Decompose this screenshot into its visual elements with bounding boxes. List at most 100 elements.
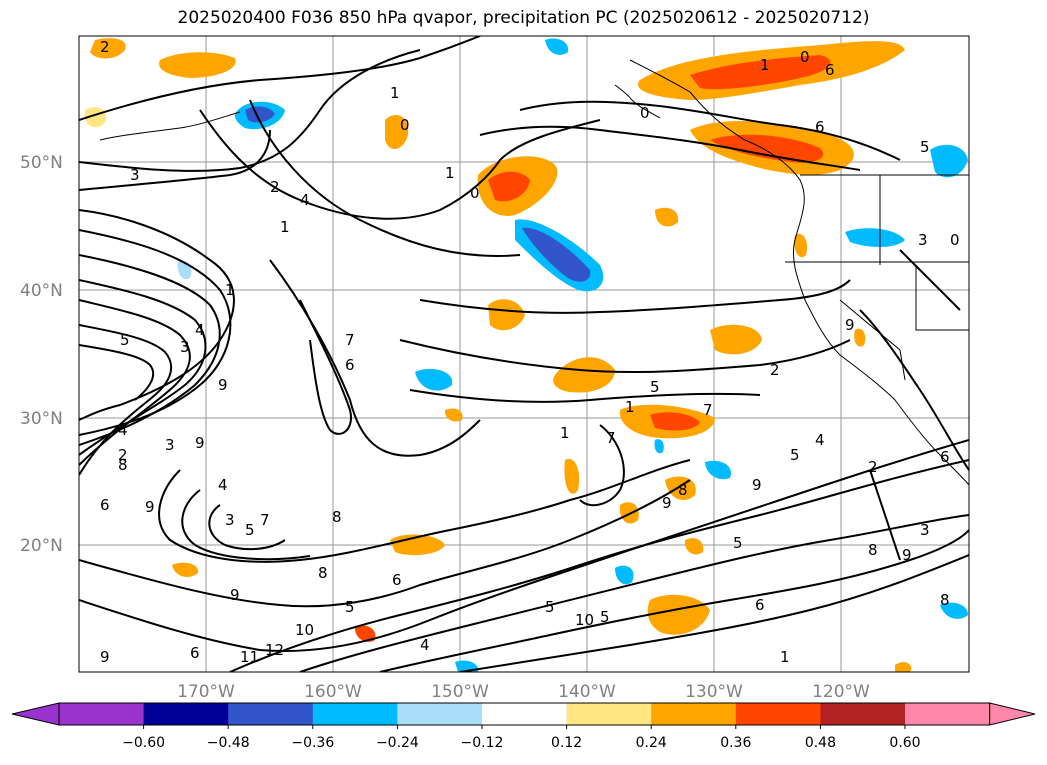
precip-blob [355, 625, 376, 642]
lon-label: 150°W [431, 682, 489, 702]
contour-label: 6 [940, 448, 950, 466]
colorbar-segment [482, 703, 568, 725]
precip-blob [488, 171, 530, 202]
precip-blob [488, 299, 525, 331]
precip-blob [385, 115, 409, 150]
lon-label: 120°W [812, 682, 870, 702]
colorbar-segment [59, 703, 145, 725]
lon-label: 140°W [558, 682, 616, 702]
contour-label: 5 [120, 331, 130, 349]
lat-label: 20°N [20, 536, 63, 556]
colorbar-tick-label: −0.36 [291, 735, 334, 751]
precip-blob [705, 460, 731, 480]
precip-blob [444, 408, 463, 422]
precip-blob [690, 55, 831, 90]
colorbar-tick-label: −0.60 [122, 735, 165, 751]
contour-label: 1 [225, 281, 235, 299]
contour-label: 0 [800, 48, 810, 66]
contour-label: 1 [280, 218, 290, 236]
colorbar-tick-label: 0.24 [636, 735, 667, 751]
contour-label: 7 [703, 401, 713, 419]
colorbar-segment [312, 703, 398, 725]
colorbar-tick-label: 0.60 [889, 735, 920, 751]
contour-label: 0 [640, 104, 650, 122]
contour-label: 4 [195, 321, 205, 339]
colorbar-tick-label: 0.48 [805, 735, 836, 751]
contour-label: 6 [190, 644, 200, 662]
precip-blob [710, 134, 824, 163]
contour-label: 9 [902, 546, 912, 564]
precip-blob [90, 38, 126, 59]
lon-label: 160°W [304, 682, 362, 702]
colorbar-segment [566, 703, 652, 725]
contour-label: 9 [230, 586, 240, 604]
contour-label: 5 [650, 378, 660, 396]
contour-label: 0 [470, 184, 480, 202]
contour-label: 9 [145, 498, 155, 516]
precip-blob [895, 662, 912, 672]
colorbar-tick-label: −0.48 [207, 735, 250, 751]
contour-label: 5 [545, 598, 555, 616]
contour-label: 1 [625, 398, 635, 416]
colorbar-tick-label: 0.36 [720, 735, 751, 751]
precip-blob [415, 368, 453, 391]
contour-label: 4 [300, 191, 310, 209]
plot-frame [78, 35, 970, 673]
contour-label: 6 [100, 496, 110, 514]
contour-label: 4 [118, 421, 128, 439]
precip-blob [710, 324, 762, 355]
contour-label: 12 [265, 641, 284, 659]
precip-blob [245, 106, 275, 123]
contour-label: 5 [790, 446, 800, 464]
contour-label: 9 [100, 648, 110, 666]
contour-label: 4 [218, 476, 228, 494]
contour-label: 7 [345, 331, 355, 349]
colorbar: −0.60 −0.48 −0.36 −0.24 −0.12 0.12 0.24 0.36 0.4… [11, 702, 1036, 751]
contour-label: 2 [100, 38, 110, 56]
coastlines [99, 59, 969, 486]
contour-label: 3 [180, 338, 190, 356]
contour-label: 2 [770, 361, 780, 379]
contour-label: 7 [260, 511, 270, 529]
contour-label: 2 [868, 458, 878, 476]
map-title: 2025020400 F036 850 hPa qvapor, precipit… [177, 8, 870, 28]
contour-label: 6 [755, 596, 765, 614]
colorbar-segment [651, 703, 737, 725]
contour-label: 3 [920, 521, 930, 539]
colorbar-frame [58, 702, 991, 726]
contour-label: 8 [118, 456, 128, 474]
colorbar-segment [228, 703, 314, 725]
contour-label: 9 [218, 376, 228, 394]
contour-label: 5 [345, 598, 355, 616]
contour-label: 11 [240, 648, 259, 666]
contour-label: 3 [165, 436, 175, 454]
contour-label: 2 [270, 178, 280, 196]
colorbar-tick-label: −0.24 [376, 735, 419, 751]
contour-label: 8 [332, 508, 342, 526]
precip-anomaly-fill [84, 38, 968, 672]
contour-label: 9 [752, 476, 762, 494]
contour-label: 8 [868, 541, 878, 559]
precip-blob [647, 594, 710, 635]
contour-label: 5 [920, 138, 930, 156]
contour-label: 10 [575, 611, 594, 629]
contour-label: 6 [815, 118, 825, 136]
contour-label: 0 [950, 231, 960, 249]
precip-blob [845, 228, 905, 247]
contour-label: 1 [445, 164, 455, 182]
colorbar-extend-max [989, 702, 1036, 726]
precip-blob [159, 52, 236, 78]
contour-label: 6 [345, 356, 355, 374]
precip-blob [930, 144, 968, 178]
precip-blob [553, 357, 615, 393]
precip-blob [940, 602, 968, 619]
precip-blob [619, 502, 639, 524]
lon-labels: 170°W 160°W 150°W 140°W 130°W 120°W [177, 682, 870, 702]
contour-label: 6 [392, 571, 402, 589]
contour-label: 10 [295, 621, 314, 639]
contour-label: 1 [780, 648, 790, 666]
colorbar-segment [143, 703, 229, 725]
lat-label: 50°N [20, 153, 63, 173]
contour-label: 5 [245, 521, 255, 539]
